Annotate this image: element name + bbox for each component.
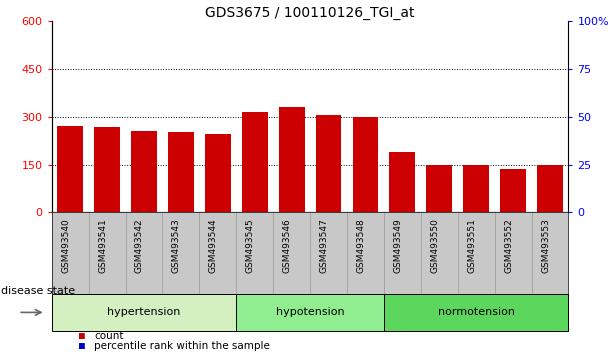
Bar — [316, 115, 342, 212]
Text: GSM493543: GSM493543 — [172, 218, 181, 273]
Text: disease state: disease state — [1, 286, 75, 296]
Bar — [537, 165, 563, 212]
Text: GSM493542: GSM493542 — [135, 218, 144, 273]
Text: GSM493550: GSM493550 — [430, 218, 439, 273]
Text: hypotension: hypotension — [276, 307, 344, 318]
Text: GSM493548: GSM493548 — [356, 218, 365, 273]
Text: normotension: normotension — [438, 307, 515, 318]
Text: GSM493549: GSM493549 — [393, 218, 402, 273]
FancyBboxPatch shape — [52, 294, 237, 331]
Text: GSM493546: GSM493546 — [283, 218, 292, 273]
Bar — [353, 117, 378, 212]
Text: ■: ■ — [79, 331, 85, 341]
Text: GSM493540: GSM493540 — [61, 218, 70, 273]
Title: GDS3675 / 100110126_TGI_at: GDS3675 / 100110126_TGI_at — [206, 6, 415, 20]
Text: GSM493552: GSM493552 — [504, 218, 513, 273]
Text: GSM493544: GSM493544 — [209, 218, 218, 273]
Bar — [500, 170, 526, 212]
Bar — [426, 165, 452, 212]
Text: GSM493545: GSM493545 — [246, 218, 255, 273]
Text: ■: ■ — [79, 341, 85, 351]
FancyBboxPatch shape — [237, 294, 384, 331]
Bar — [390, 152, 415, 212]
Text: GSM493541: GSM493541 — [98, 218, 107, 273]
Text: percentile rank within the sample: percentile rank within the sample — [94, 341, 270, 351]
Bar — [168, 132, 194, 212]
Bar — [205, 135, 230, 212]
Text: GSM493553: GSM493553 — [541, 218, 550, 273]
Bar — [463, 165, 489, 212]
Text: GSM493551: GSM493551 — [467, 218, 476, 273]
Text: GSM493547: GSM493547 — [320, 218, 328, 273]
Bar — [94, 127, 120, 212]
Bar — [242, 112, 268, 212]
Bar — [278, 107, 305, 212]
Bar — [57, 126, 83, 212]
FancyBboxPatch shape — [384, 294, 568, 331]
Text: count: count — [94, 331, 124, 341]
Bar — [131, 131, 157, 212]
Text: hypertension: hypertension — [107, 307, 181, 318]
